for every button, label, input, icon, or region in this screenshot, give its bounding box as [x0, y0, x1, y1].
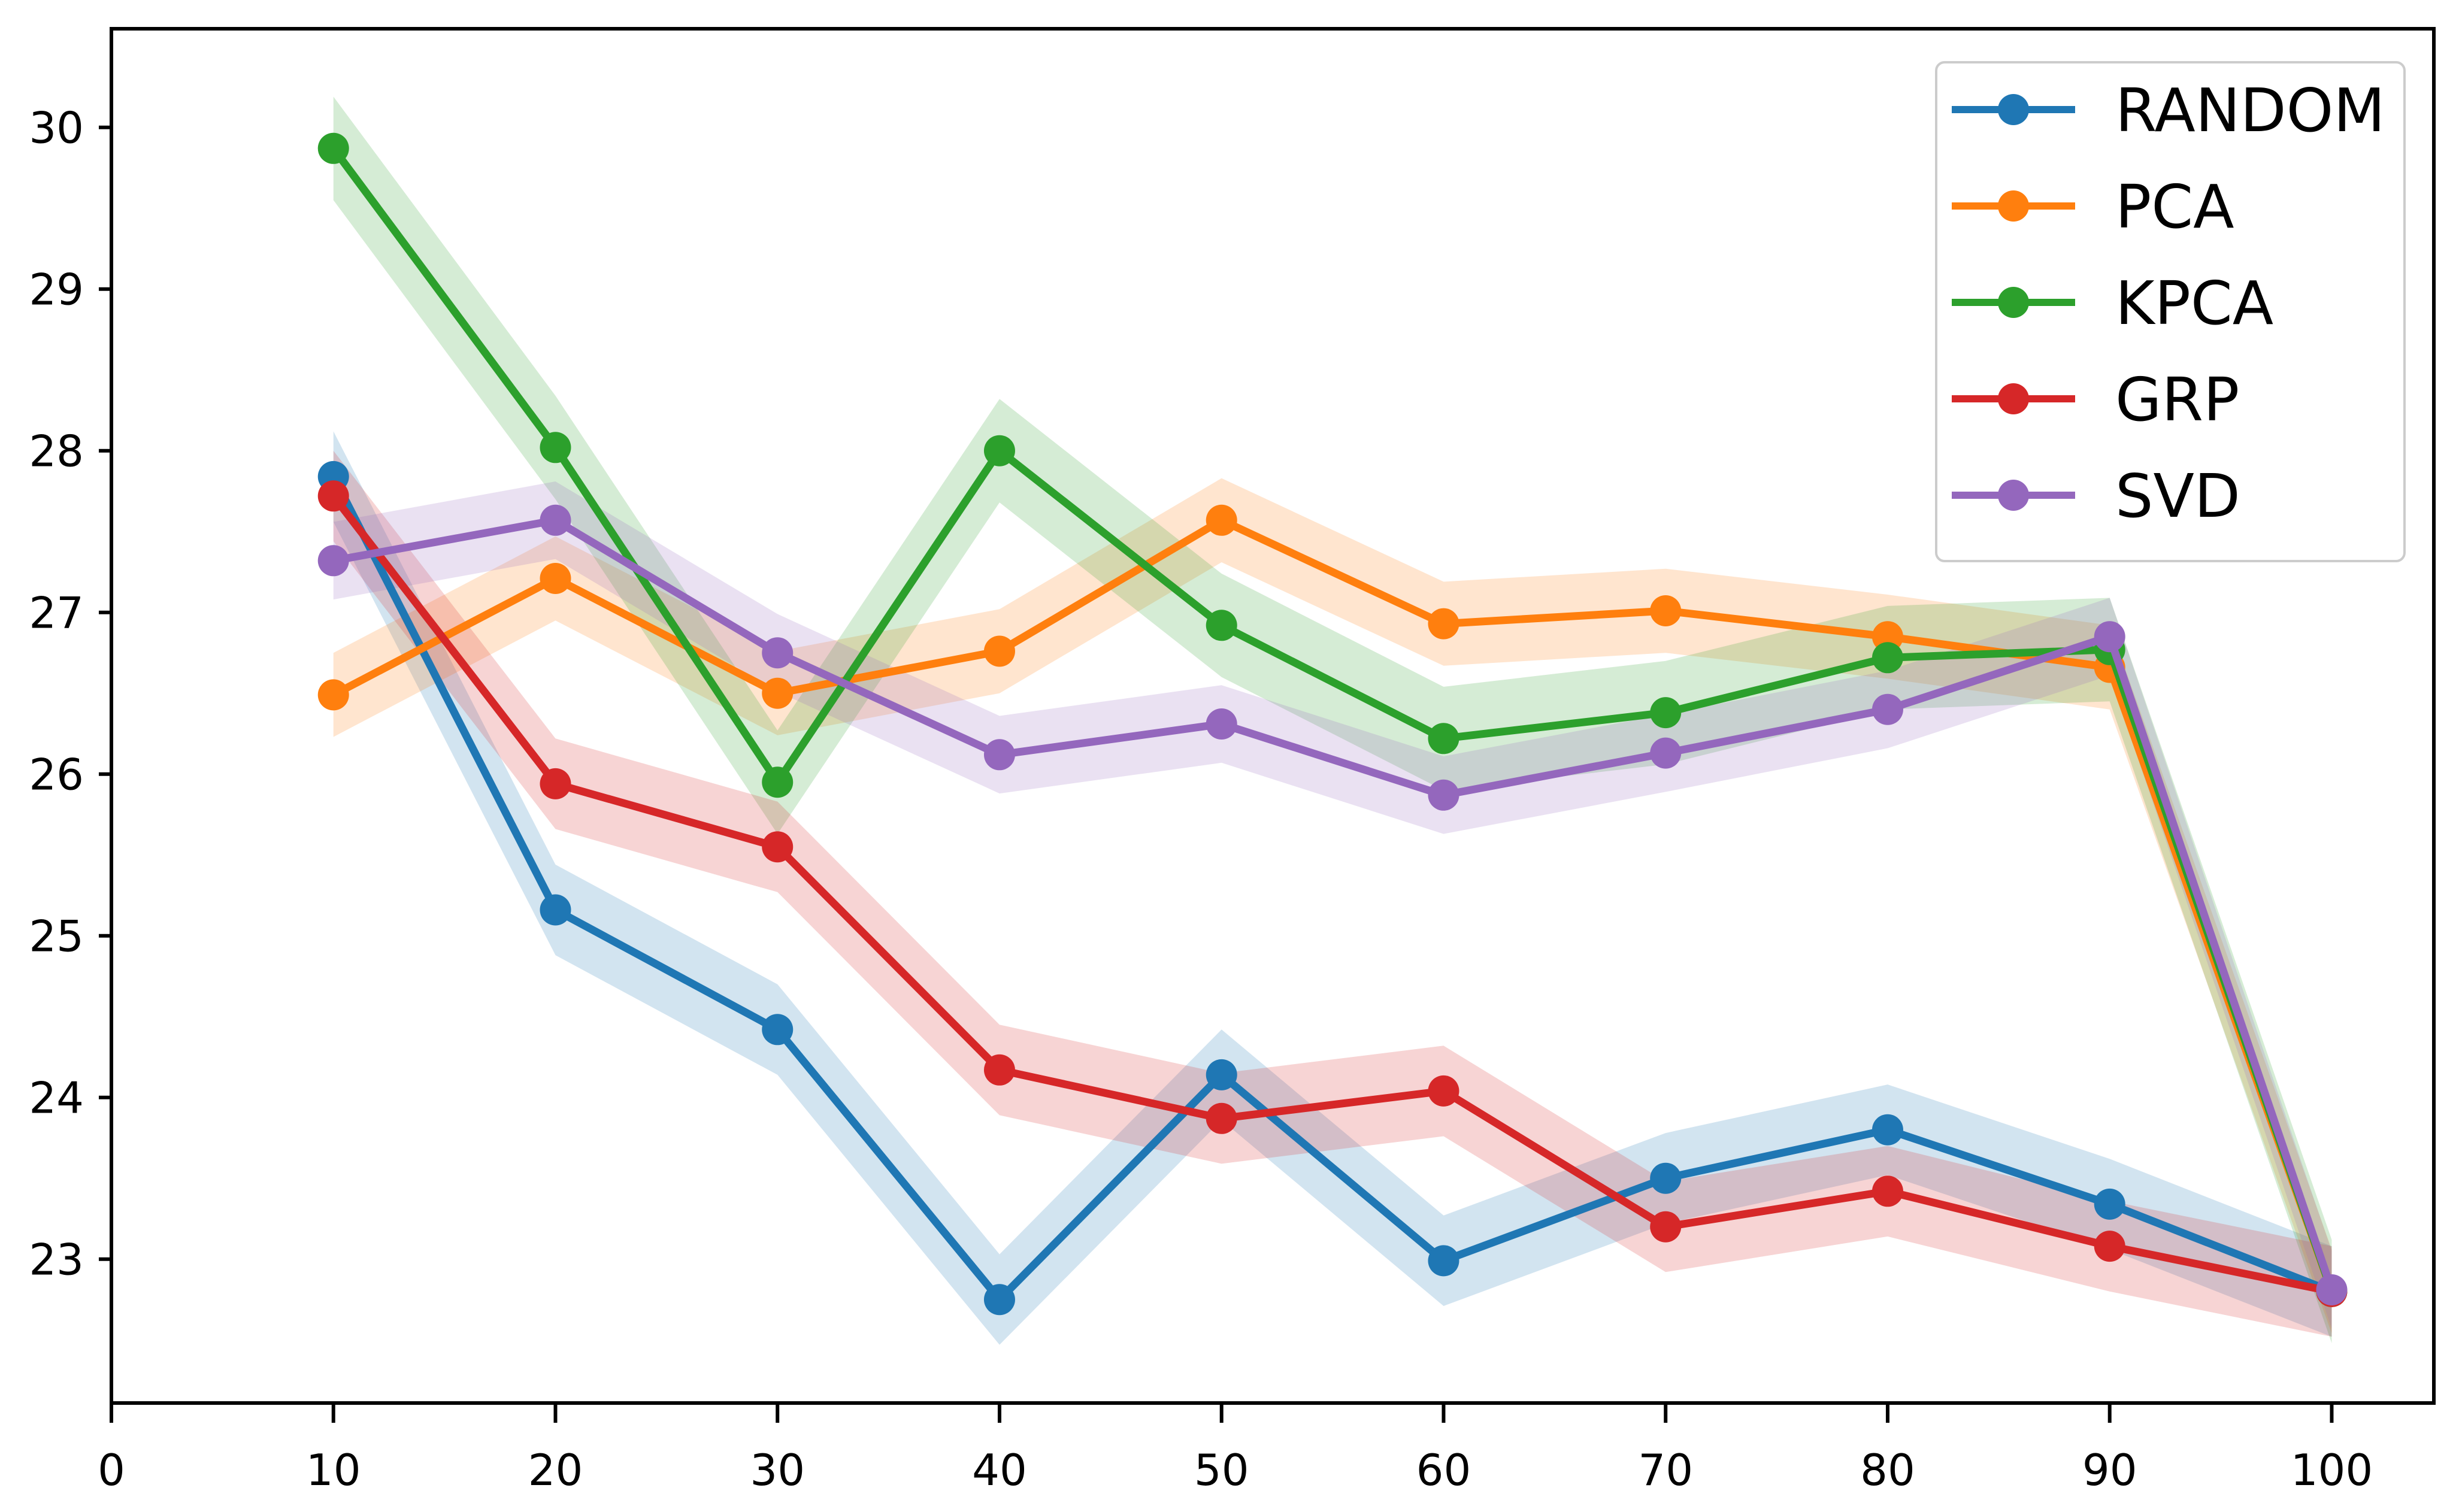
y-tick-label-27: 27: [29, 588, 84, 638]
marker-GRP-20: [540, 768, 571, 799]
legend-entry-PCA: PCA: [2115, 172, 2234, 242]
marker-GRP-30: [762, 831, 794, 863]
marker-RANDOM-20: [540, 894, 571, 926]
marker-SVD-80: [1872, 693, 1903, 725]
marker-KPCA-70: [1650, 697, 1682, 729]
band-PCA: [333, 478, 2332, 1334]
y-tick-label-26: 26: [29, 750, 84, 800]
x-tick-label-50: 50: [1194, 1445, 1249, 1495]
x-tick-label-30: 30: [750, 1445, 805, 1495]
legend-swatch-marker-PCA: [1998, 190, 2029, 222]
marker-SVD-10: [317, 545, 349, 577]
x-tick-label-10: 10: [306, 1445, 361, 1495]
legend-entry-SVD: SVD: [2115, 461, 2240, 531]
plot-area: [110, 27, 2436, 1405]
marker-KPCA-60: [1428, 723, 1459, 755]
y-tick-label-28: 28: [29, 426, 84, 477]
marker-SVD-90: [2094, 621, 2125, 653]
band-RANDOM: [333, 431, 2332, 1345]
marker-PCA-10: [317, 679, 349, 711]
y-tick-label-23: 23: [29, 1235, 84, 1285]
marker-RANDOM-40: [983, 1284, 1015, 1316]
marker-RANDOM-50: [1206, 1059, 1237, 1090]
y-tick-label-30: 30: [29, 103, 84, 153]
x-tick-label-0: 0: [98, 1445, 125, 1495]
marker-PCA-20: [540, 563, 571, 594]
marker-GRP-10: [317, 480, 349, 512]
marker-RANDOM-70: [1650, 1162, 1682, 1194]
marker-SVD-60: [1428, 779, 1459, 811]
x-tick-label-100: 100: [2291, 1445, 2373, 1495]
line-KPCA: [329, 144, 2336, 1296]
marker-SVD-40: [983, 739, 1015, 771]
x-tick-label-60: 60: [1416, 1445, 1471, 1495]
marker-KPCA-40: [983, 435, 1015, 466]
marker-RANDOM-90: [2094, 1188, 2125, 1220]
marker-KPCA-50: [1206, 610, 1237, 641]
y-tick-label-25: 25: [29, 911, 84, 962]
marker-SVD-70: [1650, 737, 1682, 769]
x-tick-label-90: 90: [2082, 1445, 2137, 1495]
line-GRP: [329, 492, 2336, 1296]
marker-GRP-70: [1650, 1211, 1682, 1243]
marker-PCA-30: [762, 677, 794, 709]
marker-GRP-60: [1428, 1075, 1459, 1107]
marker-PCA-40: [983, 635, 1015, 667]
band-KPCA: [333, 96, 2332, 1344]
marker-KPCA-20: [540, 432, 571, 463]
legend-swatch-marker-SVD: [1998, 480, 2029, 511]
legend-swatch-marker-GRP: [1998, 383, 2029, 414]
y-tick-label-24: 24: [29, 1073, 84, 1123]
legend-entry-KPCA: KPCA: [2115, 268, 2273, 338]
marker-KPCA-30: [762, 766, 794, 798]
marker-SVD-30: [762, 637, 794, 669]
x-tick-label-70: 70: [1638, 1445, 1693, 1495]
x-tick-label-20: 20: [528, 1445, 583, 1495]
marker-KPCA-80: [1872, 642, 1903, 674]
marker-GRP-40: [983, 1054, 1015, 1086]
legend-entry-RANDOM: RANDOM: [2115, 75, 2385, 146]
legend-swatch-marker-RANDOM: [1998, 94, 2029, 125]
marker-RANDOM-60: [1428, 1245, 1459, 1277]
marker-GRP-50: [1206, 1102, 1237, 1134]
marker-PCA-50: [1206, 504, 1237, 536]
line-SVD: [329, 516, 2336, 1294]
marker-SVD-50: [1206, 708, 1237, 740]
marker-PCA-60: [1428, 608, 1459, 640]
marker-RANDOM-30: [762, 1014, 794, 1046]
legend-swatch-marker-KPCA: [1998, 287, 2029, 318]
marker-SVD-100: [2316, 1274, 2348, 1305]
marker-RANDOM-80: [1872, 1114, 1903, 1146]
x-tick-label-80: 80: [1860, 1445, 1915, 1495]
line-RANDOM: [329, 472, 2336, 1304]
marker-SVD-20: [540, 504, 571, 536]
y-tick-label-29: 29: [29, 265, 84, 315]
legend-box: [1935, 61, 2406, 562]
marker-PCA-70: [1650, 595, 1682, 626]
marker-GRP-80: [1872, 1175, 1903, 1207]
legend-entry-GRP: GRP: [2115, 365, 2239, 435]
x-tick-label-40: 40: [972, 1445, 1027, 1495]
marker-KPCA-10: [317, 132, 349, 164]
marker-GRP-90: [2094, 1231, 2125, 1262]
